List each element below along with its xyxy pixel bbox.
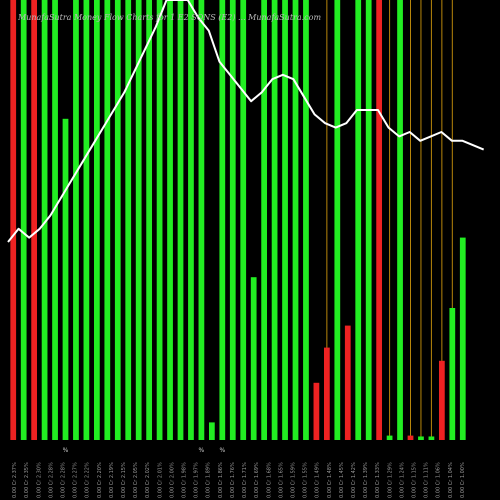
x-tick-label: 0.00 Cr 1.29% (387, 462, 393, 498)
bar (459, 237, 466, 440)
x-tick-label: 0.00 Cr 2.20% (97, 462, 103, 498)
x-tick-label: 0.00 Cr 2.22% (85, 462, 91, 498)
x-tick-label: 0.00 Cr 1.89% (206, 462, 212, 498)
x-tick-label: 0.00 Cr 1.59% (290, 462, 296, 498)
bar (397, 0, 403, 440)
bar (62, 118, 69, 441)
bar (208, 422, 215, 440)
x-tick-label: 0.00 Cr 2.28% (48, 462, 54, 498)
bar (135, 0, 142, 440)
x-tick-label: 0.00 Cr 1.33% (375, 462, 381, 498)
bar (167, 0, 173, 440)
x-tick-label: 0.00 Cr 2.37% (12, 462, 18, 498)
x-tick-label: 0.00 Cr 2.27% (73, 462, 79, 498)
bar (93, 0, 100, 440)
x-tick-label: 0.00 Cr 1.45% (339, 462, 345, 498)
bar (282, 0, 288, 440)
tick-marker: % (219, 447, 225, 454)
bar (156, 0, 163, 440)
x-tick-label: 0.00 Cr 2.30% (36, 462, 42, 498)
bar (104, 0, 111, 440)
x-tick-label: 0.00 Cr 1.00% (460, 462, 466, 498)
x-tick-label: 0.00 Cr 2.02% (145, 462, 151, 498)
x-tick-label: 0.00 Cr 1.55% (303, 462, 309, 498)
bar (428, 436, 435, 440)
bar (261, 0, 268, 440)
price-line (7, 0, 485, 243)
bar (125, 0, 132, 440)
bar (365, 0, 372, 440)
bar (20, 0, 27, 440)
bar (323, 347, 330, 440)
bar (10, 0, 17, 440)
x-tick-label: 0.00 Cr 2.35% (24, 462, 30, 498)
x-tick-label: 0.00 Cr 1.24% (399, 462, 405, 498)
bar (386, 435, 393, 440)
x-tick-label: 0.00 Cr 1.06% (436, 462, 442, 498)
line-series (7, 0, 485, 243)
bar (188, 0, 194, 440)
x-tick-label: 0.00 Cr 1.48% (327, 462, 333, 498)
x-tick-label: 0.00 Cr 1.39% (363, 462, 369, 498)
x-tick-label: 0.00 Cr 1.49% (315, 462, 321, 498)
x-tick-label: 0.00 Cr 2.19% (109, 462, 115, 498)
bar (303, 0, 309, 440)
bar (313, 382, 320, 440)
bar (114, 0, 121, 440)
tick-marker: % (199, 447, 205, 454)
x-tick-label: 0.00 Cr 1.42% (351, 462, 357, 498)
bar (73, 0, 79, 440)
x-tick-label: 0.00 Cr 1.97% (194, 462, 200, 498)
bar (344, 325, 351, 440)
x-tick-label: 0.00 Cr 1.76% (230, 462, 236, 498)
x-tick-label: 0.00 Cr 1.15% (412, 462, 418, 498)
x-tick-label: 0.00 Cr 2.01% (157, 462, 163, 498)
bar (292, 0, 299, 440)
bar (449, 308, 456, 440)
x-tick-label: 0.00 Cr 1.68% (266, 462, 272, 498)
chart-title: MunafaSutra Money Flow Charts for 1 E2 S… (18, 13, 322, 22)
x-tick-label: 0.00 Cr 1.04% (448, 462, 454, 498)
bar (407, 435, 414, 440)
bar (198, 0, 205, 440)
x-tick-label: 0.00 Cr 2.05% (133, 462, 139, 498)
bar (41, 0, 48, 440)
x-tick-label: 0.00 Cr 1.86% (218, 462, 224, 498)
bar (219, 0, 226, 440)
bar (31, 0, 38, 440)
bar (52, 0, 58, 440)
x-tick-label: 0.00 Cr 1.71% (242, 462, 248, 498)
bar (177, 0, 184, 440)
bar-series (10, 0, 466, 441)
bar (271, 0, 278, 440)
bar (83, 0, 90, 440)
tick-marker: % (63, 447, 69, 454)
x-tick-labels: 0.00 Cr 2.37% 0.00 Cr 2.35% 0.00 Cr 2.30% 0… (12, 462, 466, 498)
bar (250, 277, 257, 440)
bar (146, 0, 153, 440)
x-tick-label: 0.00 Cr 2.15% (121, 462, 127, 498)
bar (334, 0, 341, 440)
x-tick-label: 0.00 Cr 2.28% (60, 462, 66, 498)
bar (240, 0, 247, 440)
bar (376, 0, 383, 440)
x-tick-label: 0.00 Cr 1.69% (254, 462, 260, 498)
tick-markers: %%% (63, 447, 226, 454)
x-tick-label: 0.00 Cr 1.11% (424, 462, 430, 498)
x-tick-label: 0.00 Cr 2.00% (169, 462, 175, 498)
bar (438, 360, 445, 440)
x-tick-label: 0.00 Cr 1.65% (278, 462, 284, 498)
x-tick-label: 0.00 Cr 1.98% (182, 462, 188, 498)
bar (355, 0, 362, 440)
bar (229, 0, 236, 440)
bar (418, 436, 424, 440)
